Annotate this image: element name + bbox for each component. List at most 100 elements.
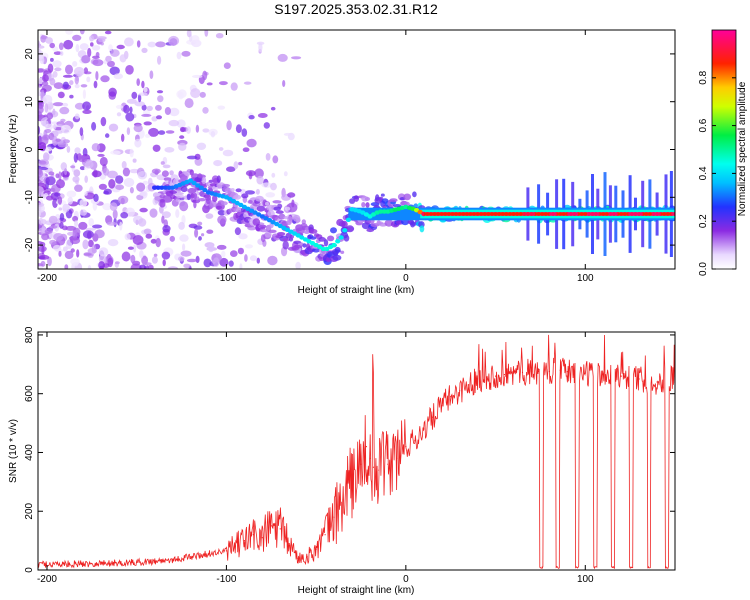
trace-strong-segment (556, 212, 568, 216)
noise-blob (245, 190, 255, 195)
noise-blob (244, 254, 248, 262)
trace-halo (221, 183, 230, 188)
colorbar: 0.0 0.2 0.4 0.6 0.8 Normalized spectral ampl… (698, 29, 748, 276)
x-tick-label: -100 (216, 273, 236, 284)
x-tick-label: 100 (577, 273, 594, 284)
trace-halo (345, 225, 355, 233)
noise-blob (43, 152, 50, 162)
noise-blob (65, 30, 73, 35)
noise-blob (120, 212, 129, 219)
trace-halo (275, 210, 284, 214)
noise-blob (53, 124, 57, 130)
snr-x-ticks: -200 -100 0 100 (37, 332, 594, 585)
colorbar-tick-label: 0.8 (698, 70, 709, 84)
snr-point (342, 498, 344, 501)
snr-point (252, 534, 254, 536)
noise-blob (222, 149, 234, 157)
snr-point (207, 553, 210, 555)
noise-blob (70, 165, 76, 169)
trace-halo (220, 201, 228, 206)
trace-halo (175, 189, 182, 193)
snr-y-ticks: 0 200 400 600 800 (24, 326, 675, 573)
trace-halo (186, 193, 191, 201)
noise-blob (38, 202, 45, 207)
noise-blob (80, 84, 88, 88)
noise-blob (179, 234, 189, 242)
noise-blob (216, 244, 227, 250)
noise-blob (58, 171, 62, 181)
noise-blob (130, 263, 142, 269)
noise-blob (75, 44, 80, 53)
noise-blob (193, 225, 203, 230)
noise-blob (141, 113, 152, 117)
noise-blob (175, 209, 180, 218)
trace-halo (293, 240, 302, 244)
trace-halo (419, 225, 425, 233)
trace-halo (353, 195, 359, 202)
noise-blob (157, 95, 164, 103)
noise-blob (217, 105, 226, 110)
trace-point (342, 228, 348, 233)
noise-blob (153, 253, 158, 257)
noise-blob (44, 129, 52, 133)
noise-blob (245, 244, 253, 249)
noise-blob (98, 261, 105, 269)
y-tick-label: 20 (24, 48, 35, 60)
noise-blob (217, 215, 227, 225)
trace-point (152, 185, 158, 190)
snr-point (234, 545, 236, 548)
noise-blob (95, 71, 99, 81)
trace-halo (241, 193, 249, 199)
noise-blob (182, 243, 186, 252)
noise-blob (91, 170, 102, 178)
noise-blob (129, 187, 134, 194)
noise-blob (107, 239, 119, 247)
snr-point (638, 378, 640, 380)
noise-blob (38, 68, 45, 73)
noise-blob (267, 255, 278, 266)
noise-blob (282, 240, 289, 250)
noise-blob (282, 80, 286, 87)
noise-blob (106, 221, 117, 226)
noise-blob (44, 103, 49, 113)
trace-halo (159, 200, 166, 208)
snr-point (548, 370, 551, 372)
noise-blob (79, 127, 84, 137)
noise-blob (84, 161, 94, 169)
noise-blob (192, 74, 203, 79)
noise-blob (138, 92, 148, 97)
noise-blob (38, 53, 44, 61)
trace-halo (312, 247, 321, 253)
noise-blob (72, 215, 79, 222)
trace-halo (410, 221, 416, 228)
snr-point (136, 561, 138, 564)
noise-blob (115, 184, 124, 190)
noise-blob (82, 239, 89, 250)
trace-halo (389, 198, 398, 203)
noise-blob (76, 249, 80, 258)
noise-blob (218, 147, 224, 151)
noise-blob (245, 170, 256, 177)
noise-blob (194, 228, 199, 238)
snr-point (512, 372, 515, 374)
noise-blob (168, 119, 180, 127)
noise-blob (156, 115, 162, 120)
trace-halo (292, 214, 301, 222)
noise-blob (145, 233, 153, 239)
noise-blob (45, 123, 54, 130)
trace-halo (233, 207, 243, 213)
trace-halo (169, 170, 174, 176)
noise-blob (202, 107, 209, 114)
noise-blob (179, 201, 189, 212)
spectrogram-x-label: Height of straight line (km) (298, 285, 415, 296)
y-tick-label: 800 (24, 326, 35, 343)
noise-blob (190, 88, 201, 99)
noise-blob (226, 120, 232, 131)
noise-blob (239, 263, 243, 269)
noise-blob (202, 70, 208, 81)
noise-blob (234, 227, 241, 236)
trace-halo (201, 176, 207, 185)
y-tick-label: -10 (24, 190, 35, 205)
